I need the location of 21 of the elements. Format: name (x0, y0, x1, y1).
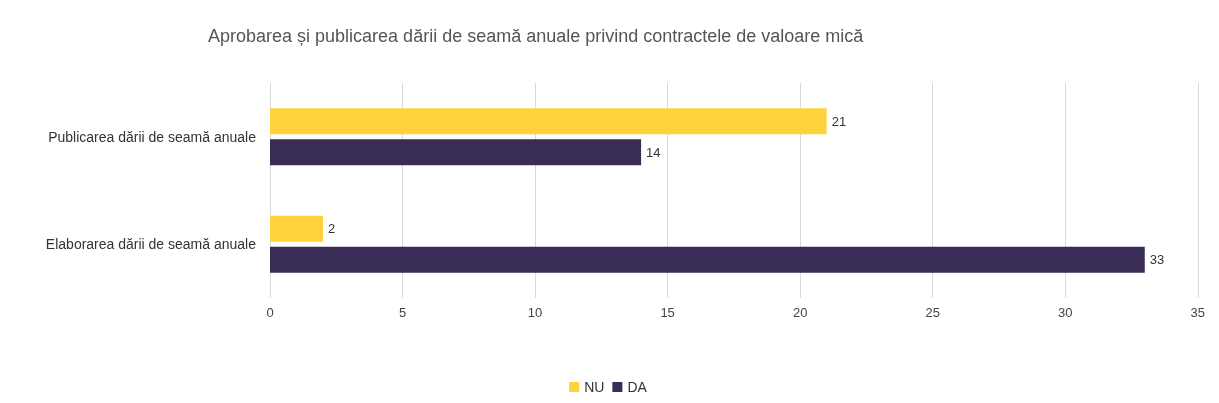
x-tick-label: 15 (660, 305, 675, 320)
x-tick-label: 20 (792, 305, 808, 320)
legend-label: DA (627, 379, 648, 395)
bar (270, 139, 642, 166)
x-tick-label: 0 (266, 305, 274, 320)
x-tick-label: 25 (925, 305, 940, 320)
x-tick-label: 35 (1190, 305, 1205, 320)
x-tick-label: 30 (1058, 305, 1073, 320)
data-label: 14 (646, 144, 661, 160)
bar (270, 215, 324, 242)
chart-title: Aprobarea și publicarea dării de seamă anuale privind contractele de valoare mică (208, 26, 865, 46)
y-tick-label: Publicarea dării de seamă anuale (48, 128, 257, 145)
x-tick-label: 10 (527, 305, 543, 320)
data-label: 33 (1149, 252, 1165, 268)
data-label: 21 (831, 113, 847, 129)
bar (270, 108, 827, 135)
legend-label: NU (584, 379, 605, 395)
data-label: 2 (328, 221, 336, 237)
x-tick-label: 5 (398, 305, 407, 320)
y-tick-label: Elaborarea dării de seamă anuale (45, 236, 257, 253)
bar (270, 246, 1145, 273)
